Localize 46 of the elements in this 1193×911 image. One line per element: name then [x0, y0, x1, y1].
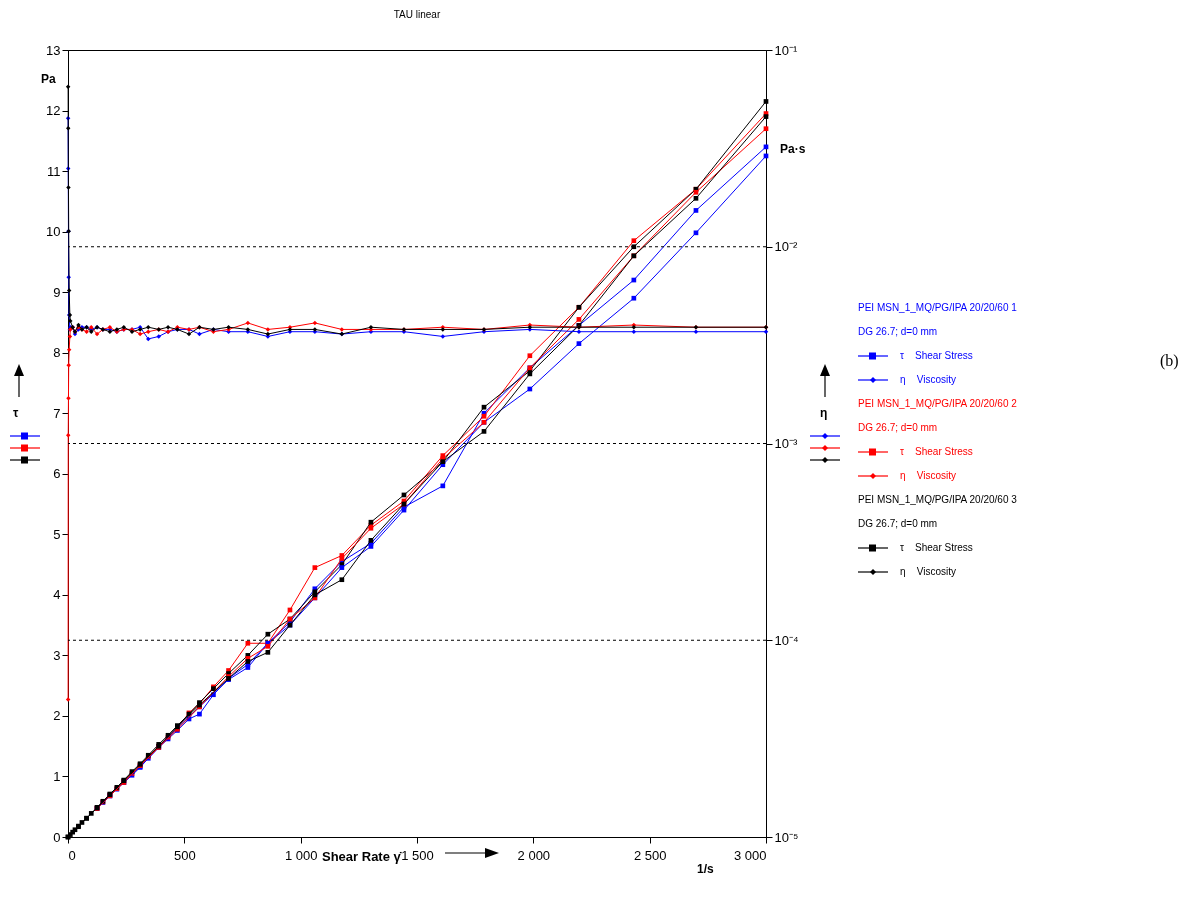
y-tick-label: 9: [53, 284, 61, 300]
text: (b): [1160, 352, 1179, 370]
x-axis-title: Shear Rate γ̇: [322, 849, 401, 864]
x-tick-label: 2 000: [517, 847, 551, 863]
y-tick-label: 12: [46, 103, 61, 119]
y-tick-label: 4: [53, 587, 61, 603]
legend-label: τ Shear Stress: [900, 349, 973, 363]
x-tick-label: 1 500: [401, 847, 434, 863]
y-tick-label: 2: [53, 708, 61, 724]
y-tick-label: 1: [53, 768, 61, 784]
x-tick-label: 1 000: [284, 847, 318, 863]
legend-label: η Viscosity: [900, 565, 956, 579]
y2-tick-label: 10⁻⁴: [774, 632, 799, 648]
y-tick-label: 13: [46, 42, 61, 58]
y-axis-title: τ: [13, 406, 19, 420]
chart-title: TAU linear: [393, 9, 441, 20]
legend-label: η Viscosity: [900, 373, 956, 387]
y-tick-label: 8: [53, 345, 61, 361]
text: 1/s: [697, 862, 714, 876]
text: DG 26.7; d=0 mm: [858, 517, 939, 531]
y-tick-label: 7: [53, 405, 61, 421]
y2-tick-label: 10⁻¹: [774, 42, 798, 58]
y-tick-label: 10: [46, 224, 61, 240]
text: Pa: [41, 72, 56, 86]
legend-label: τ Shear Stress: [900, 541, 973, 555]
text: DG 26.7; d=0 mm: [858, 421, 939, 435]
x-tick-label: 3 000: [733, 847, 767, 863]
y-tick-label: 6: [53, 466, 61, 482]
y-tick-label: 3: [53, 647, 61, 663]
legend-label: η Viscosity: [900, 469, 956, 483]
y-tick-label: 11: [47, 163, 61, 179]
y2-axis-title: η: [820, 406, 828, 420]
x-tick-label: 2 500: [633, 847, 667, 863]
y2-tick-label: 10⁻³: [774, 436, 798, 451]
y-tick-label: 0: [53, 829, 61, 845]
text: PEI MSN_1_MQ/PG/IPA 20/20/60 2: [858, 397, 1017, 411]
text: DG 26.7; d=0 mm: [858, 325, 939, 339]
x-tick-label: 500: [173, 847, 196, 863]
text: PEI MSN_1_MQ/PG/IPA 20/20/60 3: [858, 493, 1017, 507]
text: PEI MSN_1_MQ/PG/IPA 20/20/60 1: [858, 301, 1017, 315]
text: Pa·s: [780, 142, 806, 156]
y2-tick-label: 10⁻⁵: [774, 829, 799, 845]
x-tick-label: 0: [68, 847, 76, 863]
y2-tick-label: 10⁻²: [774, 239, 798, 255]
legend-label: τ Shear Stress: [900, 445, 973, 459]
y-tick-label: 5: [53, 526, 61, 542]
